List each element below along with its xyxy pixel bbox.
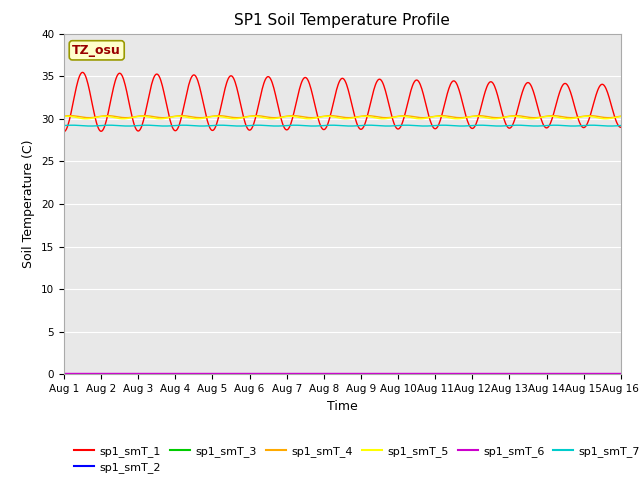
sp1_smT_4	[178, 113, 186, 119]
sp1_smT_7	[428, 123, 436, 129]
sp1_smT_6	[60, 371, 68, 376]
sp1_smT_4	[60, 113, 68, 119]
sp1_smT_4	[428, 114, 436, 120]
sp1_smT_3	[617, 371, 625, 377]
sp1_smT_6	[214, 371, 221, 376]
sp1_smT_2	[184, 371, 192, 377]
sp1_smT_4	[215, 113, 223, 119]
Text: TZ_osu: TZ_osu	[72, 44, 121, 57]
sp1_smT_2	[70, 371, 78, 377]
sp1_smT_5	[127, 115, 135, 120]
sp1_smT_2	[60, 371, 68, 377]
sp1_smT_1	[128, 114, 136, 120]
sp1_smT_2	[214, 371, 221, 377]
sp1_smT_3	[184, 371, 192, 377]
sp1_smT_3	[70, 371, 78, 377]
sp1_smT_6	[184, 371, 192, 376]
Line: sp1_smT_5: sp1_smT_5	[64, 116, 621, 119]
sp1_smT_5	[428, 114, 436, 120]
sp1_smT_7	[328, 122, 336, 128]
sp1_smT_7	[617, 123, 625, 129]
sp1_smT_4	[70, 113, 78, 119]
sp1_smT_5	[214, 113, 221, 119]
sp1_smT_5	[249, 113, 257, 119]
sp1_smT_6	[127, 371, 135, 376]
sp1_smT_3	[214, 371, 221, 377]
Title: SP1 Soil Temperature Profile: SP1 Soil Temperature Profile	[234, 13, 451, 28]
sp1_smT_1	[185, 82, 193, 88]
sp1_smT_1	[428, 120, 435, 126]
sp1_smT_2	[426, 371, 434, 377]
sp1_smT_7	[60, 123, 68, 129]
sp1_smT_1	[79, 70, 86, 75]
X-axis label: Time: Time	[327, 400, 358, 413]
Legend: sp1_smT_1, sp1_smT_2, sp1_smT_3, sp1_smT_4, sp1_smT_5, sp1_smT_6, sp1_smT_7: sp1_smT_1, sp1_smT_2, sp1_smT_3, sp1_smT…	[70, 441, 640, 478]
sp1_smT_3	[127, 371, 135, 377]
sp1_smT_5	[617, 114, 625, 120]
Y-axis label: Soil Temperature (C): Soil Temperature (C)	[22, 140, 35, 268]
sp1_smT_2	[410, 371, 418, 377]
Line: sp1_smT_7: sp1_smT_7	[64, 125, 621, 126]
sp1_smT_1	[70, 95, 78, 101]
sp1_smT_5	[184, 115, 192, 120]
sp1_smT_1	[411, 78, 419, 84]
sp1_smT_5	[268, 116, 275, 121]
sp1_smT_6	[410, 371, 418, 376]
sp1_smT_3	[410, 371, 418, 377]
sp1_smT_7	[127, 123, 135, 129]
sp1_smT_3	[60, 371, 68, 377]
sp1_smT_5	[412, 116, 419, 121]
sp1_smT_1	[214, 116, 222, 122]
sp1_smT_6	[617, 371, 625, 376]
sp1_smT_4	[412, 114, 419, 120]
sp1_smT_7	[214, 122, 221, 128]
sp1_smT_5	[70, 114, 78, 120]
sp1_smT_7	[184, 122, 192, 128]
Line: sp1_smT_1: sp1_smT_1	[64, 72, 621, 132]
sp1_smT_2	[127, 371, 135, 377]
sp1_smT_5	[60, 114, 68, 120]
sp1_smT_4	[186, 114, 193, 120]
sp1_smT_4	[617, 113, 625, 119]
sp1_smT_7	[310, 123, 317, 129]
sp1_smT_3	[426, 371, 434, 377]
sp1_smT_1	[617, 124, 625, 130]
sp1_smT_7	[412, 123, 419, 129]
sp1_smT_7	[70, 122, 78, 128]
sp1_smT_4	[159, 115, 167, 120]
sp1_smT_6	[426, 371, 434, 376]
Line: sp1_smT_4: sp1_smT_4	[64, 116, 621, 118]
sp1_smT_1	[60, 129, 68, 134]
sp1_smT_4	[127, 114, 135, 120]
sp1_smT_2	[617, 371, 625, 377]
sp1_smT_6	[70, 371, 78, 376]
